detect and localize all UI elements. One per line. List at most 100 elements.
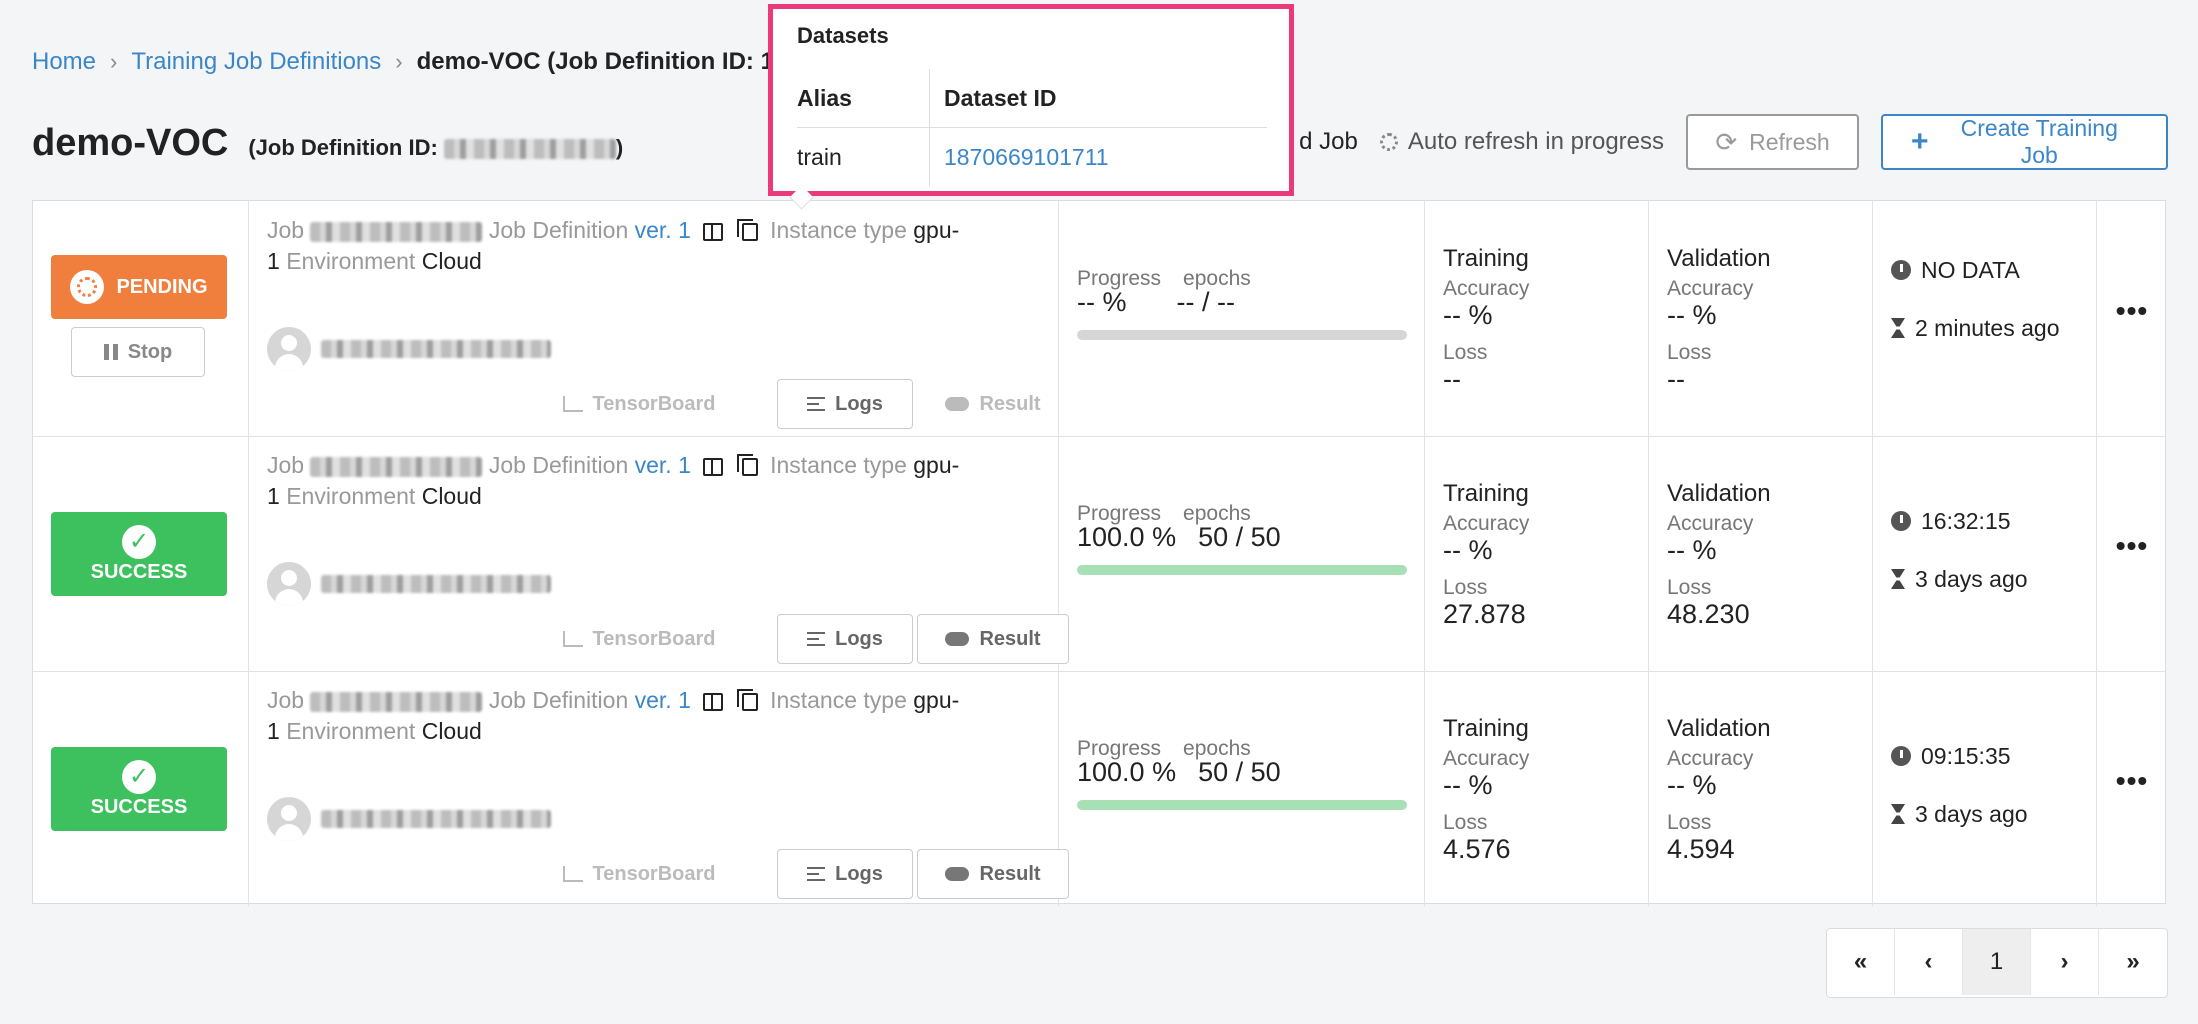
progress-bar	[1077, 565, 1407, 575]
version-link[interactable]: ver. 1	[634, 687, 691, 713]
training-heading: Training	[1443, 480, 1529, 507]
result-button[interactable]: Result	[917, 614, 1069, 664]
result-button[interactable]: Result	[917, 849, 1069, 899]
training-loss: 27.878	[1443, 599, 1526, 629]
validation-heading: Validation	[1667, 480, 1771, 507]
stop-label: Stop	[127, 340, 173, 363]
alias-header: Alias	[797, 69, 930, 127]
started-ago: 3 days ago	[1915, 801, 2028, 827]
datasets-header-row: Alias Dataset ID	[797, 69, 1267, 128]
table-row: ✓ SUCCESS Job Job Definition ver. 1 Inst…	[33, 671, 2165, 906]
instance-type-value-cont: 1	[267, 483, 280, 509]
row-menu-cell: •••	[2097, 436, 2167, 671]
row-menu-cell: •••	[2097, 201, 2167, 436]
instance-type-label: Instance type	[770, 452, 907, 478]
tensorboard-button[interactable]: TensorBoard	[539, 379, 739, 429]
auto-refresh-status: Auto refresh in progress	[1379, 128, 1664, 156]
redacted-job-id	[310, 691, 483, 712]
training-metrics-cell: Training Accuracy -- % Loss --	[1425, 201, 1649, 436]
time-cell: 16:32:15 3 days ago	[1873, 436, 2097, 671]
accuracy-label: Accuracy	[1667, 277, 1754, 300]
hourglass-icon	[1891, 569, 1905, 589]
chevron-right-icon: ›	[110, 49, 118, 74]
more-options-icon[interactable]: •••	[2115, 765, 2149, 796]
accuracy-label: Accuracy	[1667, 512, 1754, 535]
cloud-download-icon	[945, 632, 970, 646]
loss-label: Loss	[1667, 811, 1712, 834]
create-training-job-button[interactable]: + Create Training Job	[1881, 114, 2168, 170]
columns-icon[interactable]	[703, 692, 724, 711]
job-info-cell: Job Job Definition ver. 1 Instance type …	[249, 671, 1069, 906]
clock-icon	[1891, 260, 1911, 280]
job-label: Job	[267, 687, 305, 713]
logs-icon	[807, 397, 826, 411]
progress-block: Progress epochs 100.0 % 50 / 50	[1077, 737, 1407, 810]
job-actions: TensorBoard Logs Result	[249, 614, 1069, 666]
job-label: Job	[267, 452, 305, 478]
dataset-id-link[interactable]: 1870669101711	[944, 143, 1109, 170]
table-row: train 1870669101711	[797, 128, 1267, 186]
version-link[interactable]: ver. 1	[634, 452, 691, 478]
validation-heading: Validation	[1667, 715, 1771, 742]
page-number-button[interactable]: 1	[1963, 929, 2031, 995]
page-title: demo-VOC	[32, 122, 229, 164]
progress-bar-fill	[1077, 800, 1407, 810]
more-options-icon[interactable]: •••	[2115, 530, 2149, 561]
progress-label: Progress	[1077, 502, 1162, 525]
columns-icon[interactable]	[703, 222, 724, 241]
refresh-button[interactable]: ⟳ Refresh	[1686, 114, 1859, 170]
logs-label: Logs	[835, 862, 883, 885]
logs-button[interactable]: Logs	[777, 849, 913, 899]
job-owner	[267, 562, 551, 606]
job-meta: Job Job Definition ver. 1 Instance type …	[267, 215, 1027, 277]
copy-icon[interactable]	[736, 218, 758, 241]
training-loss: --	[1443, 364, 1461, 394]
breadcrumb-home-link[interactable]: Home	[32, 48, 97, 75]
tensorboard-button[interactable]: TensorBoard	[539, 849, 739, 899]
refresh-label: Refresh	[1749, 128, 1830, 155]
first-page-button[interactable]: «	[1827, 929, 1895, 995]
progress-label: Progress	[1077, 737, 1162, 760]
instance-type-label: Instance type	[770, 687, 907, 713]
environment-value: Cloud	[421, 718, 482, 744]
loss-label: Loss	[1443, 341, 1488, 364]
last-page-button[interactable]: »	[2126, 948, 2140, 975]
loss-label: Loss	[1667, 341, 1712, 364]
logs-button[interactable]: Logs	[777, 614, 913, 664]
stop-button[interactable]: Stop	[71, 327, 205, 377]
copy-icon[interactable]	[736, 453, 758, 476]
epochs-label: epochs	[1183, 267, 1251, 290]
avatar	[267, 327, 311, 371]
job-definition-id-label: (Job Definition ID:	[248, 135, 438, 160]
instance-type-value: gpu-	[913, 452, 960, 478]
chevron-right-icon: ›	[395, 49, 403, 74]
progress-value: 100.0 %	[1077, 522, 1177, 552]
version-link[interactable]: ver. 1	[634, 217, 691, 243]
training-accuracy: -- %	[1443, 300, 1493, 330]
result-button[interactable]: Result	[917, 379, 1069, 429]
status-cell: PENDING Stop	[33, 201, 249, 436]
environment-label: Environment	[286, 248, 416, 274]
redacted-username	[321, 575, 551, 593]
copy-icon[interactable]	[736, 688, 758, 711]
breadcrumb-definitions-link[interactable]: Training Job Definitions	[131, 48, 382, 75]
dataset-alias: train	[797, 128, 930, 186]
next-page-button[interactable]: ›	[2031, 929, 2099, 995]
logs-button[interactable]: Logs	[777, 379, 913, 429]
table-row: PENDING Stop Job Job Definition ver. 1 I…	[33, 201, 2165, 437]
progress-cell: Progress epochs -- % -- / --	[1059, 201, 1425, 436]
tensorboard-button[interactable]: TensorBoard	[539, 614, 739, 664]
prev-page-button[interactable]: ‹	[1895, 929, 1963, 995]
progress-bar	[1077, 800, 1407, 810]
job-meta: Job Job Definition ver. 1 Instance type …	[267, 450, 1027, 512]
columns-icon[interactable]	[703, 457, 724, 476]
more-options-icon[interactable]: •••	[2115, 295, 2149, 326]
environment-value: Cloud	[421, 483, 482, 509]
result-label: Result	[979, 392, 1041, 415]
validation-metrics-cell: Validation Accuracy -- % Loss 4.594	[1649, 671, 1873, 906]
check-icon: ✓	[122, 524, 156, 559]
cloud-download-icon	[945, 867, 970, 881]
started-ago: 2 minutes ago	[1915, 315, 2060, 341]
status-label: SUCCESS	[90, 795, 188, 818]
breadcrumb-current: demo-VOC (Job Definition ID: 1	[416, 48, 774, 75]
